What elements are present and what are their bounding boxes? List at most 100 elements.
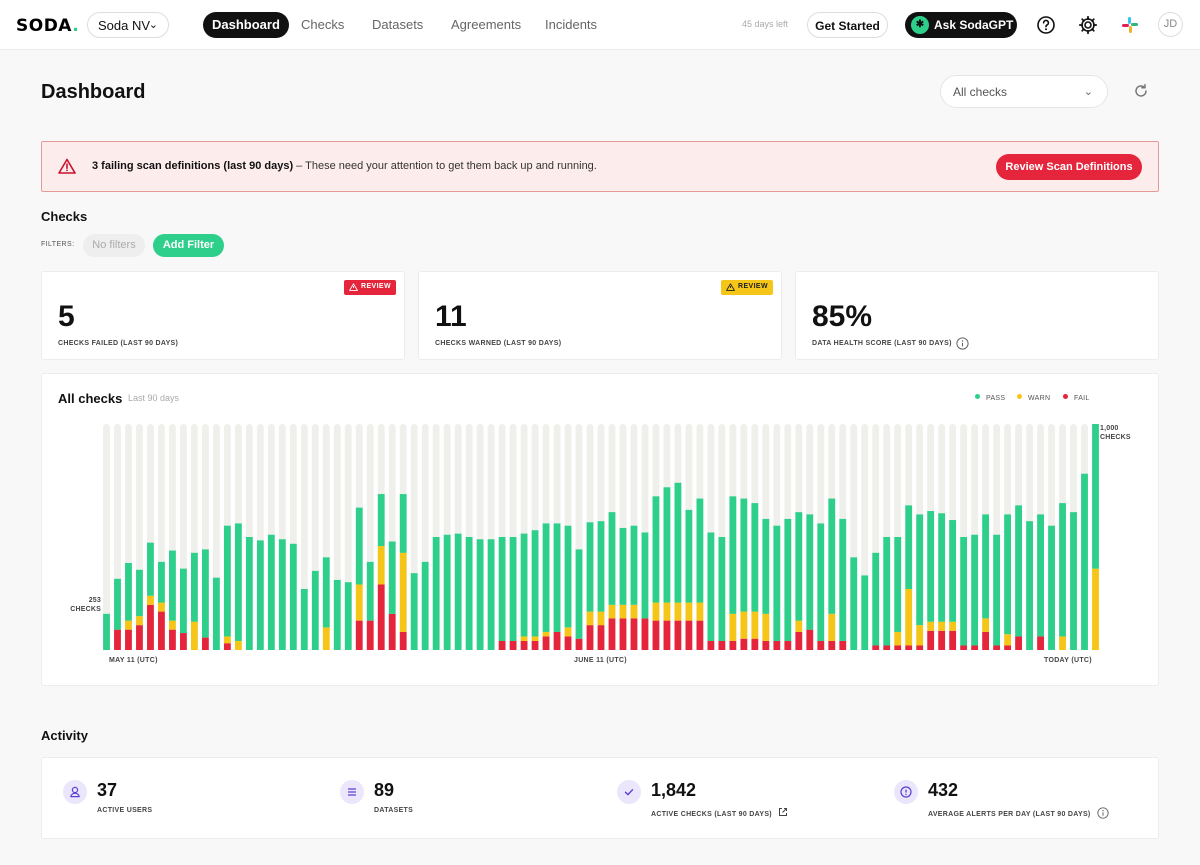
tab-dashboard[interactable]: Dashboard [203,12,289,38]
bar-warn[interactable] [608,604,616,619]
bar-fail[interactable] [575,638,583,650]
bar-warn[interactable] [1059,636,1066,650]
bar-fail[interactable] [619,618,627,650]
bar-pass[interactable] [311,570,319,650]
bar-fail[interactable] [674,620,682,650]
bar-pass[interactable] [619,527,627,605]
bar-pass[interactable] [465,537,473,650]
bar-pass[interactable] [201,549,209,638]
bar-pass[interactable] [278,539,286,650]
bar-pass[interactable] [256,540,264,650]
bar-fail[interactable] [147,604,154,650]
bar-pass[interactable] [212,577,220,650]
bar-fail[interactable] [641,618,649,650]
bar-warn[interactable] [234,640,242,650]
review-scan-definitions-button[interactable]: Review Scan Definitions [996,154,1142,180]
bar-pass[interactable] [103,613,110,650]
bar-fail[interactable] [520,640,528,650]
bar-fail[interactable] [795,631,803,650]
bar-pass[interactable] [674,482,682,603]
bar-pass[interactable] [949,520,957,622]
bar-fail[interactable] [630,618,638,650]
bar-fail[interactable] [784,640,792,650]
bar-warn[interactable] [136,616,143,626]
bar-pass[interactable] [894,537,902,632]
bar-fail[interactable] [608,618,616,650]
bar-pass[interactable] [685,509,693,603]
soda-logo[interactable]: SODA. [16,16,80,36]
bar-fail[interactable] [553,631,561,650]
bar-warn[interactable] [751,611,759,639]
bar-warn[interactable] [223,636,231,644]
bar-warn[interactable] [597,611,605,626]
bar-pass[interactable] [641,532,649,619]
bar-pass[interactable] [663,487,671,603]
bar-pass[interactable] [234,523,242,641]
bar-pass[interactable] [531,530,539,637]
bar-pass[interactable] [399,494,407,553]
bar-pass[interactable] [498,537,506,641]
bar-pass[interactable] [696,498,704,603]
bar-warn[interactable] [322,627,330,650]
bar-warn[interactable] [696,602,704,621]
bar-pass[interactable] [806,514,814,630]
bar-pass[interactable] [136,569,143,617]
bar-warn[interactable] [169,620,176,630]
external-link-icon[interactable] [778,807,788,817]
bar-warn[interactable] [982,618,990,632]
bar-pass[interactable] [927,511,935,622]
bar-warn[interactable] [520,636,528,641]
bar-warn[interactable] [916,625,924,646]
bar-fail[interactable] [652,620,660,650]
bar-pass[interactable] [872,552,880,646]
bar-pass[interactable] [1081,473,1088,650]
bar-pass[interactable] [597,521,605,612]
bar-warn[interactable] [191,621,198,650]
bar-fail[interactable] [894,645,902,650]
help-circle-icon[interactable] [1036,15,1056,35]
bar-pass[interactable] [718,537,726,641]
bar-pass[interactable] [817,523,825,641]
bar-pass[interactable] [289,543,297,650]
checks-failed-card[interactable]: REVIEW 5 CHECKS FAILED (LAST 90 DAYS) [41,271,405,360]
bar-pass[interactable] [795,512,803,621]
ask-sodagpt-button[interactable]: ✱ Ask SodaGPT [905,12,1017,38]
bar-warn[interactable] [795,620,803,632]
bar-pass[interactable] [454,533,462,650]
bar-pass[interactable] [553,523,561,632]
bar-warn[interactable] [663,602,671,621]
bar-warn[interactable] [949,621,957,631]
bar-pass[interactable] [960,537,968,646]
bar-fail[interactable] [377,584,385,650]
checks-filter-select[interactable]: All checks ⌄ [940,75,1108,108]
bar-pass[interactable] [586,522,594,612]
slack-icon[interactable] [1120,15,1140,35]
bar-fail[interactable] [223,643,231,650]
bar-pass[interactable] [114,578,121,630]
bar-fail[interactable] [729,640,737,650]
bar-pass[interactable] [751,503,759,612]
bar-warn[interactable] [619,604,627,619]
bar-pass[interactable] [575,549,583,639]
bar-pass[interactable] [729,496,737,614]
bar-fail[interactable] [685,620,693,650]
bar-pass[interactable] [982,514,990,619]
review-badge[interactable]: REVIEW [343,280,396,295]
bar-fail[interactable] [938,630,946,650]
bar-fail[interactable] [388,613,396,650]
bar-fail[interactable] [927,630,935,650]
bar-pass[interactable] [762,518,770,614]
bar-pass[interactable] [1015,505,1022,637]
bar-pass[interactable] [191,552,198,622]
bar-pass[interactable] [1048,525,1055,650]
bar-fail[interactable] [136,625,143,650]
bar-fail[interactable] [663,620,671,650]
bar-fail[interactable] [1037,636,1044,650]
bar-fail[interactable] [993,645,1001,650]
bar-pass[interactable] [564,525,572,628]
bar-pass[interactable] [861,575,869,650]
bar-pass[interactable] [180,568,187,634]
bar-warn[interactable] [927,621,935,631]
bar-pass[interactable] [916,514,924,626]
bar-pass[interactable] [883,537,891,646]
